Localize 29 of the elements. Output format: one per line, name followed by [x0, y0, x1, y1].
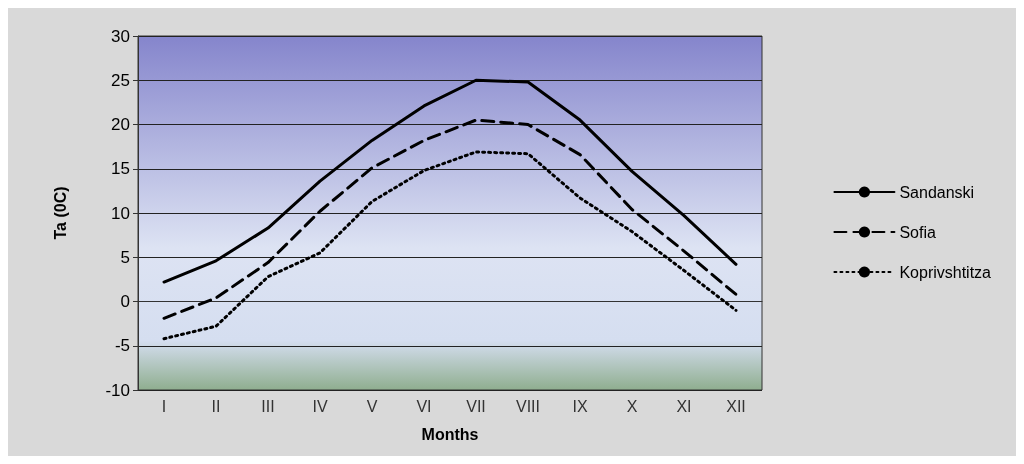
y-tick-label: 25: [111, 70, 130, 90]
y-tick-label: 10: [111, 203, 130, 223]
y-tick-label: 30: [111, 26, 130, 46]
y-tick-label: -10: [105, 380, 130, 400]
y-tick-label: 15: [111, 159, 130, 179]
y-tick-label: 20: [111, 115, 130, 134]
x-tick-label: V: [366, 397, 378, 415]
legend-label: Koprivshtitza: [899, 263, 992, 281]
line-series: [162, 118, 738, 320]
y-axis-title: Ta (0C): [51, 186, 69, 240]
x-tick-label: VI: [416, 397, 432, 415]
x-axis-title: Months: [421, 425, 479, 443]
line-series: [162, 150, 738, 341]
legend-label: Sofia: [899, 223, 936, 241]
x-tick-label: VIII: [515, 397, 541, 415]
x-tick-label: IV: [312, 397, 328, 415]
y-tick-label: 5: [120, 247, 130, 267]
x-tick-label: VII: [466, 397, 486, 415]
x-tick-label: I: [161, 397, 167, 415]
legend-label: Sandanski: [899, 183, 975, 201]
x-tick-label: II: [211, 397, 221, 415]
x-tick-label: XII: [726, 397, 746, 415]
x-tick-label: IX: [572, 397, 588, 415]
y-tick-label: -5: [114, 336, 130, 356]
line-series: [162, 78, 738, 284]
x-tick-label: III: [261, 397, 275, 415]
x-tick-label: XI: [676, 397, 692, 415]
x-tick-label: X: [626, 397, 638, 415]
y-tick-label: 0: [120, 292, 130, 311]
